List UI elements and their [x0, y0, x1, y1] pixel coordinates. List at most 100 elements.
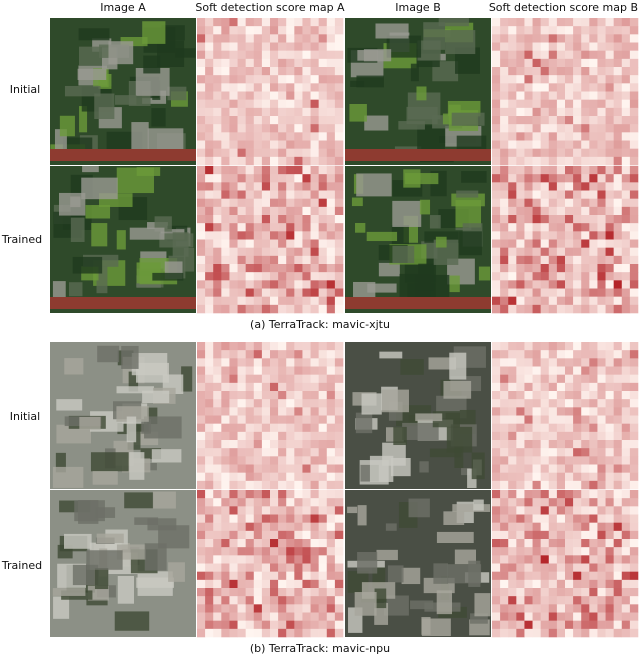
image-patch	[78, 28, 110, 41]
score-cell	[613, 620, 623, 630]
score-cell	[294, 215, 303, 224]
score-cell	[278, 156, 287, 166]
score-cell	[197, 391, 206, 400]
score-cell	[326, 547, 336, 556]
score-cell	[237, 350, 246, 359]
score-cell	[310, 555, 319, 564]
score-cell	[629, 350, 639, 359]
score-cell	[540, 571, 550, 581]
score-cell	[334, 223, 344, 232]
score-cell	[229, 231, 238, 240]
score-cell	[492, 156, 501, 166]
score-cell	[581, 132, 590, 141]
score-cell	[613, 91, 623, 100]
score-cell	[213, 522, 222, 532]
score-cell	[540, 547, 550, 556]
score-cell	[326, 464, 336, 473]
score-cell	[573, 490, 582, 499]
score-cell	[621, 571, 631, 581]
score-cell	[548, 612, 558, 621]
score-cell	[286, 382, 295, 392]
score-cell	[302, 272, 311, 281]
score-cell	[318, 366, 328, 375]
score-cell	[613, 399, 623, 408]
score-cell	[278, 530, 287, 540]
score-cell	[253, 620, 263, 630]
score-cell	[581, 579, 590, 589]
score-cell	[326, 239, 336, 248]
score-cell	[500, 83, 509, 92]
score-cell	[310, 522, 319, 532]
score-cell	[613, 116, 623, 125]
score-cell	[270, 358, 279, 367]
score-cell	[548, 148, 558, 158]
score-cell	[492, 18, 501, 27]
score-cell	[294, 472, 303, 482]
score-cell	[197, 440, 206, 449]
score-cell	[229, 498, 238, 507]
score-cell	[302, 132, 311, 141]
score-cell	[621, 374, 631, 384]
score-cell	[621, 91, 631, 100]
score-cell	[253, 26, 263, 35]
score-cell	[245, 288, 255, 297]
score-cell	[237, 272, 246, 281]
image-patch	[108, 41, 134, 65]
score-cell	[294, 514, 303, 523]
image-patch	[140, 448, 162, 460]
score-cell	[597, 522, 606, 532]
score-cell	[589, 480, 598, 490]
score-cell	[532, 26, 541, 35]
score-cell	[524, 604, 533, 613]
score-cell	[245, 620, 255, 630]
score-cell	[310, 247, 319, 257]
score-cell	[326, 190, 336, 199]
score-cell	[334, 190, 344, 199]
image-patch	[415, 413, 443, 422]
score-cell	[540, 391, 550, 400]
score-cell	[229, 140, 238, 149]
score-cell	[540, 148, 550, 158]
score-cell	[302, 431, 311, 441]
score-cell	[508, 34, 517, 43]
score-cell	[326, 588, 336, 597]
score-cell	[516, 498, 525, 507]
score-cell	[278, 75, 287, 84]
score-cell	[508, 91, 517, 100]
score-cell	[508, 374, 517, 384]
score-cell	[197, 423, 206, 433]
score-cell	[492, 26, 501, 35]
score-cell	[613, 223, 623, 232]
score-cell	[334, 498, 344, 507]
score-cell	[278, 579, 287, 589]
score-cell	[613, 472, 623, 482]
score-cell	[613, 448, 623, 457]
score-cell	[589, 464, 598, 473]
score-cell	[302, 304, 311, 314]
score-cell	[213, 539, 222, 548]
score-cell	[302, 342, 311, 351]
score-cell	[334, 156, 344, 166]
score-cell	[548, 231, 558, 240]
image-patch	[435, 236, 447, 248]
score-cell	[213, 407, 222, 416]
score-cell	[500, 174, 509, 183]
score-cell	[581, 198, 590, 208]
score-cell	[318, 116, 328, 125]
score-map	[197, 342, 344, 490]
score-cell	[205, 18, 214, 27]
score-cell	[261, 42, 271, 51]
score-cell	[213, 272, 222, 281]
score-cell	[597, 555, 606, 564]
score-cell	[508, 26, 517, 35]
score-cell	[508, 539, 517, 548]
score-cell	[205, 91, 214, 100]
image-patch	[419, 199, 431, 215]
score-cell	[326, 91, 336, 100]
score-cell	[294, 350, 303, 359]
score-cell	[278, 231, 287, 240]
score-cell	[629, 272, 639, 281]
score-cell	[294, 448, 303, 457]
score-cell	[221, 58, 230, 68]
image-patch	[136, 577, 174, 588]
